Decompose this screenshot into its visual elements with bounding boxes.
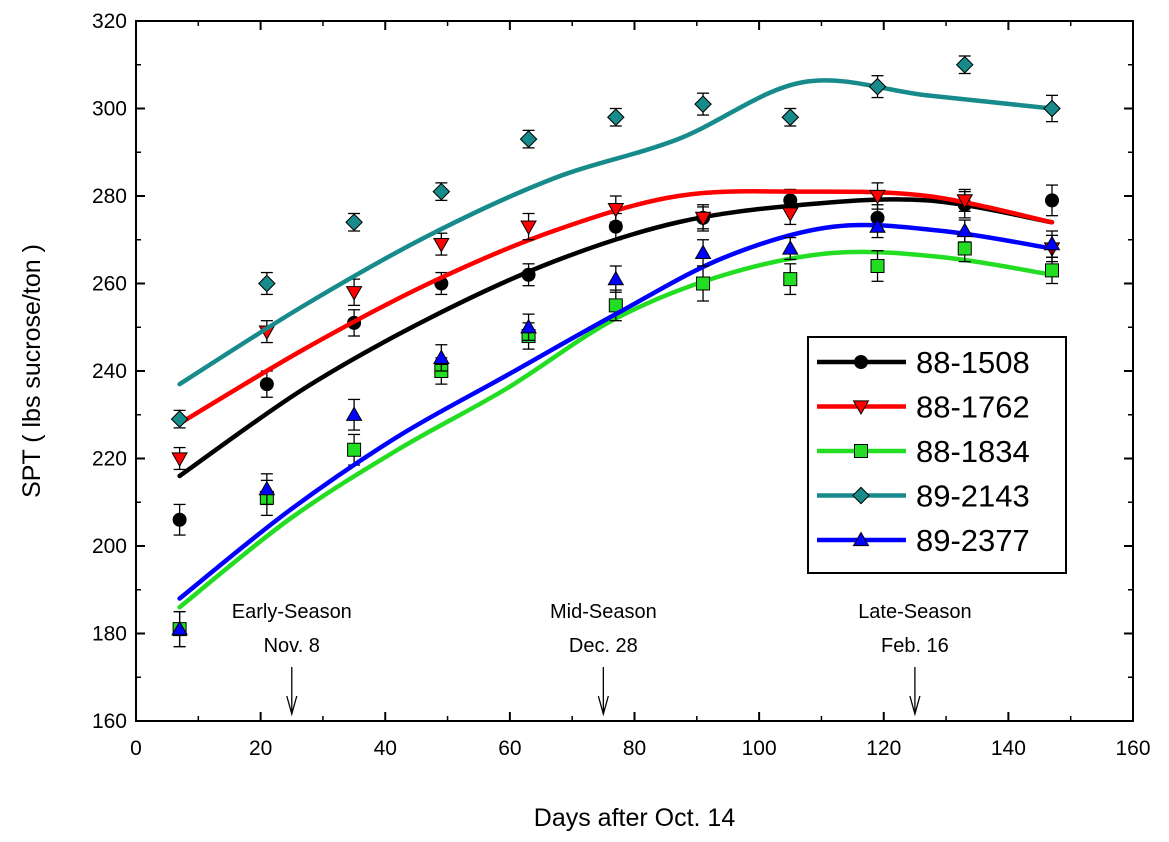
season-date: Nov. 8: [264, 635, 320, 657]
data-point: [606, 108, 625, 127]
data-point: [694, 95, 712, 113]
season-date: Dec. 28: [569, 635, 638, 657]
series-89-2377: [171, 215, 1061, 648]
fit-line: [177, 249, 1055, 610]
fit-line: [177, 78, 1055, 387]
data-point: [521, 267, 536, 282]
legend: 88-1508 88-1762 88-1834 89-2143 89-2377: [807, 336, 1067, 574]
x-tick-label: 120: [866, 737, 901, 760]
y-tick-label: 280: [92, 185, 127, 208]
x-tick-label: 20: [249, 737, 272, 760]
season-label: Late-Season: [858, 601, 971, 623]
legend-label: 89-2143: [916, 479, 1030, 514]
data-point: [783, 272, 798, 287]
data-point: [870, 259, 885, 273]
legend-item: 88-1834: [817, 434, 1030, 469]
legend-marker: [854, 444, 868, 458]
data-point: [868, 77, 887, 96]
x-tick-label: 80: [623, 737, 646, 760]
data-point: [869, 189, 886, 205]
data-point: [170, 410, 189, 428]
y-tick-label: 320: [92, 10, 127, 33]
y-tick-label: 220: [92, 448, 127, 471]
legend-item: 89-2377: [817, 523, 1030, 558]
x-tick-label: 140: [991, 737, 1026, 760]
x-tick-label: 0: [130, 737, 142, 760]
season-label: Mid-Season: [550, 601, 657, 623]
data-point: [520, 220, 537, 236]
season-annotation: Mid-Season Dec. 28: [550, 601, 657, 717]
arrow-icon: [286, 695, 298, 717]
data-point: [171, 452, 188, 467]
data-point: [1043, 99, 1061, 118]
data-point: [258, 274, 276, 293]
legend-label: 88-1508: [916, 345, 1030, 380]
data-point: [781, 108, 800, 127]
y-tick-label: 260: [92, 273, 127, 296]
data-point: [869, 218, 886, 233]
data-point: [957, 241, 972, 256]
legend-marker: [852, 400, 870, 415]
fit-line: [177, 189, 1055, 426]
legend-label: 88-1834: [916, 434, 1030, 469]
legend-item: 88-1762: [817, 390, 1030, 425]
x-tick-label: 100: [742, 737, 777, 760]
data-point: [955, 55, 974, 74]
data-point: [432, 182, 451, 201]
series-89-2143: [170, 55, 1061, 429]
x-axis-title: Days after Oct. 14: [534, 804, 736, 832]
y-tick-label: 300: [92, 98, 127, 121]
data-point: [258, 480, 276, 496]
data-point: [1044, 193, 1059, 208]
data-point: [520, 318, 537, 334]
data-point: [956, 194, 974, 209]
data-point: [1044, 263, 1059, 278]
legend-item: 89-2143: [817, 479, 1030, 514]
data-point: [696, 276, 711, 291]
data-point: [956, 222, 974, 238]
data-point: [781, 207, 799, 222]
data-point: [607, 203, 625, 218]
data-point: [1043, 235, 1061, 251]
legend-box: [807, 336, 1067, 574]
data-point: [345, 286, 363, 301]
data-point: [259, 377, 274, 392]
x-tick-label: 60: [498, 737, 521, 760]
y-tick-label: 160: [92, 710, 127, 733]
data-point: [347, 442, 362, 457]
data-point: [171, 620, 188, 636]
arrow-icon: [909, 695, 921, 717]
legend-item: 88-1508: [817, 345, 1030, 380]
season-date: Feb. 16: [881, 635, 949, 657]
data-point: [432, 349, 450, 364]
fit-line: [177, 197, 1055, 479]
data-point: [432, 238, 450, 253]
season-label: Early-Season: [232, 601, 352, 623]
data-point: [694, 211, 712, 227]
legend-label: 88-1762: [916, 390, 1030, 425]
season-annotation: Early-Season Nov. 8: [232, 601, 352, 717]
data-point: [781, 240, 799, 255]
x-tick-label: 40: [374, 737, 397, 760]
legend-label: 89-2377: [916, 523, 1030, 558]
data-point: [519, 130, 538, 148]
legend-marker: [852, 486, 870, 505]
data-point: [345, 406, 363, 421]
legend-marker: [852, 531, 870, 547]
fit-line: [177, 222, 1055, 601]
y-axis-title: SPT ( lbs sucrose/ton ): [18, 244, 46, 498]
season-annotation: Late-Season Feb. 16: [858, 601, 972, 717]
data-point: [607, 270, 625, 286]
data-point: [694, 244, 712, 259]
arrow-icon: [597, 695, 609, 717]
data-point: [345, 213, 363, 232]
legend-marker: [854, 355, 868, 369]
data-point: [172, 512, 187, 527]
y-tick-label: 200: [92, 535, 127, 558]
y-tick-label: 240: [92, 360, 127, 383]
x-tick-label: 160: [1115, 737, 1150, 760]
y-tick-label: 180: [92, 623, 127, 646]
